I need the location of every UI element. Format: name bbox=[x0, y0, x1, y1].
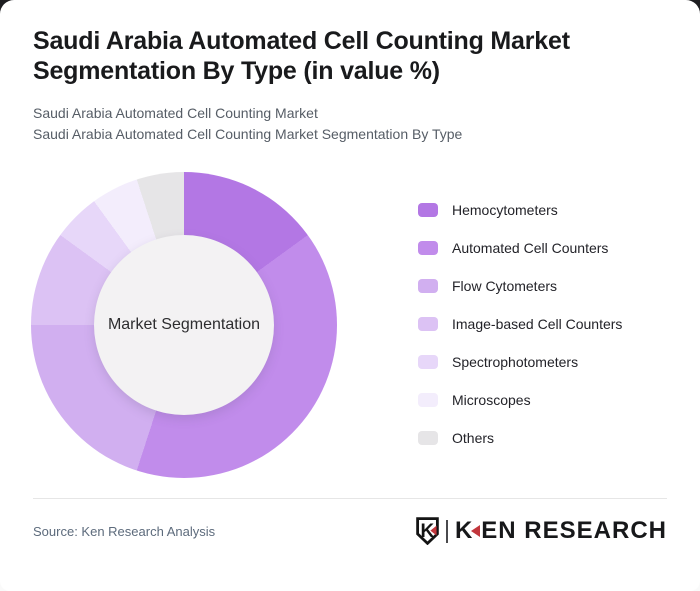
footer-divider bbox=[33, 498, 667, 499]
ken-research-logo: K K EN RESEARCH bbox=[415, 517, 667, 545]
svg-text:K: K bbox=[420, 521, 434, 542]
page-title: Saudi Arabia Automated Cell Counting Mar… bbox=[33, 27, 570, 85]
legend-item: Microscopes bbox=[418, 392, 622, 408]
legend-label: Spectrophotometers bbox=[452, 354, 579, 370]
legend-item: Image-based Cell Counters bbox=[418, 316, 623, 332]
chart-section: Market Segmentation Hemocytometers Autom… bbox=[31, 172, 667, 478]
donut-center-label: Market Segmentation bbox=[107, 316, 261, 333]
legend-label: Microscopes bbox=[452, 392, 531, 408]
legend-label: Hemocytometers bbox=[452, 202, 558, 218]
donut-chart: Market Segmentation bbox=[31, 172, 337, 478]
legend-swatch bbox=[418, 241, 438, 255]
subtitle-line-1: Saudi Arabia Automated Cell Counting Mar… bbox=[33, 105, 318, 121]
subtitle-block: Saudi Arabia Automated Cell Counting Mar… bbox=[33, 103, 667, 144]
logo-red-triangle-icon bbox=[471, 525, 481, 537]
chart-legend: Hemocytometers Automated Cell Counters F… bbox=[418, 172, 622, 469]
legend-label: Flow Cytometers bbox=[452, 278, 558, 294]
subtitle-line-2: Saudi Arabia Automated Cell Counting Mar… bbox=[33, 125, 463, 142]
legend-swatch bbox=[418, 393, 438, 407]
legend-item: Automated Cell Counters bbox=[418, 240, 622, 256]
legend-label: Others bbox=[452, 430, 495, 446]
legend-item: Spectrophotometers bbox=[418, 354, 622, 370]
legend-swatch bbox=[418, 203, 438, 217]
logo-brand-text: K EN RESEARCH bbox=[455, 519, 667, 543]
legend-label: Automated Cell Counters bbox=[452, 240, 609, 256]
legend-swatch bbox=[418, 355, 438, 369]
logo-divider bbox=[445, 519, 448, 543]
logo-brand-rest: EN RESEARCH bbox=[481, 517, 667, 544]
source-text: Source: Ken Research Analysis bbox=[33, 523, 216, 539]
legend-swatch bbox=[418, 317, 438, 331]
logo-shield-icon: K bbox=[416, 517, 439, 545]
legend-item: Others bbox=[418, 430, 622, 446]
legend-swatch bbox=[418, 431, 438, 445]
legend-label: Image-based Cell Counters bbox=[452, 316, 623, 332]
footer: Source: Ken Research Analysis K K EN RES… bbox=[33, 517, 667, 545]
legend-item: Flow Cytometers bbox=[418, 278, 622, 294]
legend-swatch bbox=[418, 279, 438, 293]
legend-item: Hemocytometers bbox=[418, 202, 622, 218]
donut-center: Market Segmentation bbox=[94, 235, 274, 415]
logo-brand-k: K bbox=[454, 517, 474, 544]
